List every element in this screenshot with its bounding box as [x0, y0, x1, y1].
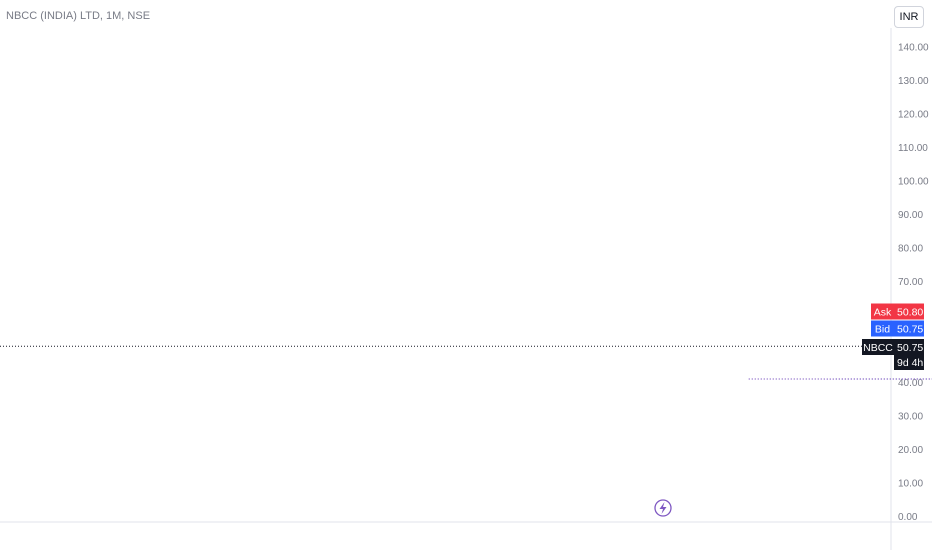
y-tick-label: 100.00 — [898, 177, 929, 188]
ask-value-tag — [894, 303, 924, 320]
y-tick-label: 120.00 — [898, 109, 929, 120]
lightning-icon-bolt — [659, 502, 667, 514]
triangle-edge-bottom — [747, 378, 932, 380]
chart-title: NBCC (INDIA) LTD, 1M, NSE — [6, 10, 151, 22]
bid-label: Bid — [875, 324, 890, 336]
ask-label-tag — [871, 303, 894, 320]
y-tick-label: 40.00 — [898, 378, 923, 389]
ask-label: Ask — [874, 307, 892, 319]
bid-value: 50.75 — [897, 324, 923, 336]
ask-value: 50.80 — [897, 307, 923, 319]
symbol-tag — [862, 339, 894, 355]
bid-label-tag — [871, 320, 894, 337]
currency-button[interactable]: INR — [894, 6, 924, 28]
y-tick-label: 70.00 — [898, 277, 923, 288]
y-tick-label: 20.00 — [898, 445, 923, 456]
countdown-label: 9d 4h — [897, 357, 923, 369]
last-price-value: 50.75 — [897, 342, 923, 354]
y-tick-label: 140.00 — [898, 42, 929, 53]
y-tick-label: 0.00 — [898, 512, 918, 523]
y-tick-label: 130.00 — [898, 76, 929, 87]
y-tick-label: 10.00 — [898, 478, 923, 489]
y-tick-label: 90.00 — [898, 210, 923, 221]
y-tick-label: 30.00 — [898, 411, 923, 422]
lightning-icon[interactable] — [654, 499, 672, 517]
bid-value-tag — [894, 320, 924, 337]
y-tick-label: 110.00 — [898, 143, 928, 154]
last-price-tag — [894, 339, 924, 370]
symbol-label: NBCC — [863, 342, 893, 354]
triangle-pattern — [748, 378, 932, 380]
y-tick-label: 80.00 — [898, 244, 923, 255]
